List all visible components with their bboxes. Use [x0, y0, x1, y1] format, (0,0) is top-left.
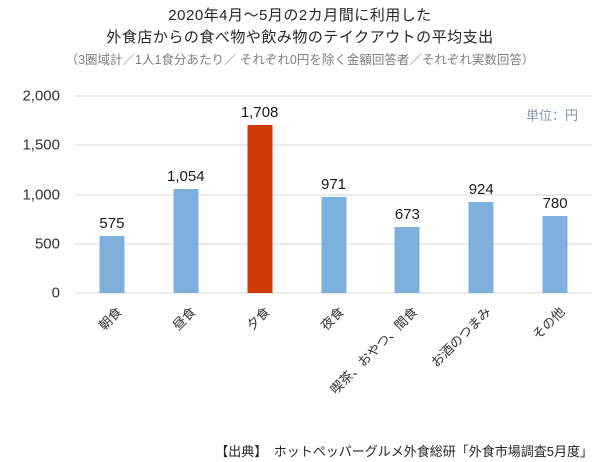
bar-column-3: 1,708 — [223, 96, 297, 293]
bar-6 — [468, 202, 494, 293]
y-tick-label-1,000: 1,000 — [22, 186, 60, 203]
y-axis: 0 500 1,000 1,500 2,000 — [0, 88, 60, 302]
category-label-4: 夜食 — [317, 304, 347, 334]
bar-2 — [173, 189, 199, 293]
source-note: 【出典】 ホットペッパーグルメ外食総研「外食市場調査5月度」 — [215, 444, 593, 459]
gridline-1,000 — [75, 194, 592, 195]
plot-area: 単位：円 575 1,054 1,708 971 673 924 780 — [75, 95, 592, 294]
bar-value-label-1: 575 — [99, 215, 125, 233]
bar-value-label-5: 673 — [394, 205, 420, 223]
bar-highlighted-3 — [247, 124, 273, 293]
x-label-column-7: その他 — [518, 295, 592, 435]
y-tick-label-500: 500 — [34, 235, 60, 253]
category-label-2: 昼食 — [169, 304, 199, 334]
bar-1 — [99, 236, 125, 293]
x-label-column-2: 昼食 — [149, 295, 223, 435]
bar-column-5: 673 — [370, 96, 444, 293]
y-tick-label-0: 0 — [51, 284, 60, 302]
bar-value-label-6: 924 — [468, 181, 494, 198]
chart-subtitle: （3圏域計／1人1食分あたり／ それぞれ0円を除く金額回答者／それぞれ実数回答） — [65, 53, 535, 67]
x-label-column-1: 朝食 — [75, 295, 149, 435]
gridline-0 — [75, 292, 592, 294]
bar-column-4: 971 — [297, 96, 371, 293]
y-tick-label-2,000: 2,000 — [22, 87, 60, 105]
y-tick-label-1,500: 1,500 — [22, 136, 60, 154]
bar-column-7: 780 — [518, 96, 592, 293]
bar-value-label-4: 971 — [320, 176, 347, 194]
bar-column-6: 924 — [444, 96, 518, 293]
x-label-column-6: お酒のつまみ — [428, 295, 518, 435]
bar-4 — [321, 197, 346, 293]
bars-row: 575 1,054 1,708 971 673 924 780 — [75, 96, 592, 293]
bar-value-label-2: 1,054 — [167, 168, 205, 186]
bar-7 — [542, 216, 568, 293]
category-label-7: その他 — [529, 304, 568, 343]
chart-title-line2: 外食店からの食べ物や飲み物のテイクアウトの平均支出 — [106, 29, 494, 46]
bar-column-1: 575 — [75, 96, 149, 293]
chart-title-line1: 2020年4月～5月の2カ月間に利用した — [168, 7, 432, 24]
category-label-3: 夕食 — [243, 304, 273, 334]
bar-column-2: 1,054 — [149, 96, 223, 293]
gridline-1,500 — [75, 144, 592, 146]
bar-5 — [394, 226, 420, 293]
x-label-column-3: 夕食 — [223, 295, 297, 435]
category-label-1: 朝食 — [95, 304, 125, 334]
x-axis-labels: 朝食 昼食 夕食 夜食 喫茶、おやつ、間食 お酒のつまみ その他 — [75, 295, 592, 435]
bar-value-label-7: 780 — [542, 195, 568, 213]
bar-value-label-3: 1,708 — [240, 103, 279, 121]
gridline-2,000 — [75, 95, 592, 97]
unit-label: 単位：円 — [525, 108, 578, 123]
